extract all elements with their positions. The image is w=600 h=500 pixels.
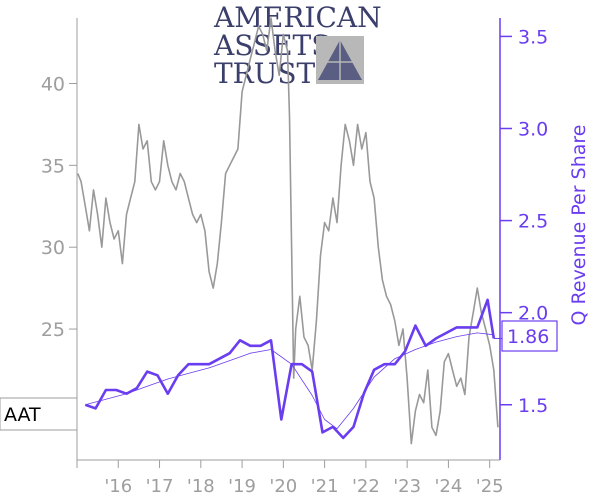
ticker-label-box: AAT <box>0 397 78 431</box>
left-y-ticks: 2025303540 <box>41 73 77 423</box>
x-tick-label: '22 <box>352 476 380 497</box>
revenue-trend-line <box>85 332 494 430</box>
right-tick-label: 3.5 <box>518 26 548 48</box>
right-y-ticks: 1.5 2.0 2.5 3.0 3.5 <box>500 26 548 417</box>
x-tick-label: '18 <box>187 476 215 497</box>
ticker-label: AAT <box>4 404 41 426</box>
logo-line-3: TRUST <box>214 57 316 90</box>
left-tick-label: 30 <box>41 237 65 259</box>
price-line <box>77 17 499 445</box>
x-ticks: '16 '17 '18 '19 '20 '21 '22 '23 '24 '25 <box>76 460 504 497</box>
left-tick-label: 25 <box>41 319 65 341</box>
current-value-box: 1.86 <box>501 320 558 352</box>
right-tick-label: 2.5 <box>518 211 548 233</box>
right-tick-label: 2.0 <box>518 303 548 325</box>
right-tick-label: 1.5 <box>518 395 548 417</box>
left-tick-label: 40 <box>41 73 65 95</box>
current-value-label: 1.86 <box>507 326 549 348</box>
right-tick-label: 3.0 <box>518 119 548 141</box>
x-tick-label: '16 <box>104 476 132 497</box>
x-tick-label: '25 <box>476 476 504 497</box>
axes <box>76 18 501 461</box>
revenue-per-share-line <box>84 298 496 440</box>
logo-line-1: AMERICAN <box>213 1 382 34</box>
logo-line-2: ASSETS <box>213 29 330 62</box>
x-tick-label: '17 <box>146 476 174 497</box>
x-tick-label: '23 <box>393 476 421 497</box>
x-tick-label: '20 <box>269 476 297 497</box>
series-layer <box>77 17 502 445</box>
x-tick-label: '19 <box>228 476 256 497</box>
right-axis-label: Q Revenue Per Share <box>568 125 590 326</box>
current-value-frame <box>501 320 558 352</box>
left-tick-label: 35 <box>41 155 65 177</box>
x-tick-label: '24 <box>434 476 462 497</box>
ticker-label-frame <box>0 397 78 431</box>
x-tick-label: '21 <box>311 476 339 497</box>
company-logo: AMERICAN ASSETS TRUST <box>213 1 382 90</box>
